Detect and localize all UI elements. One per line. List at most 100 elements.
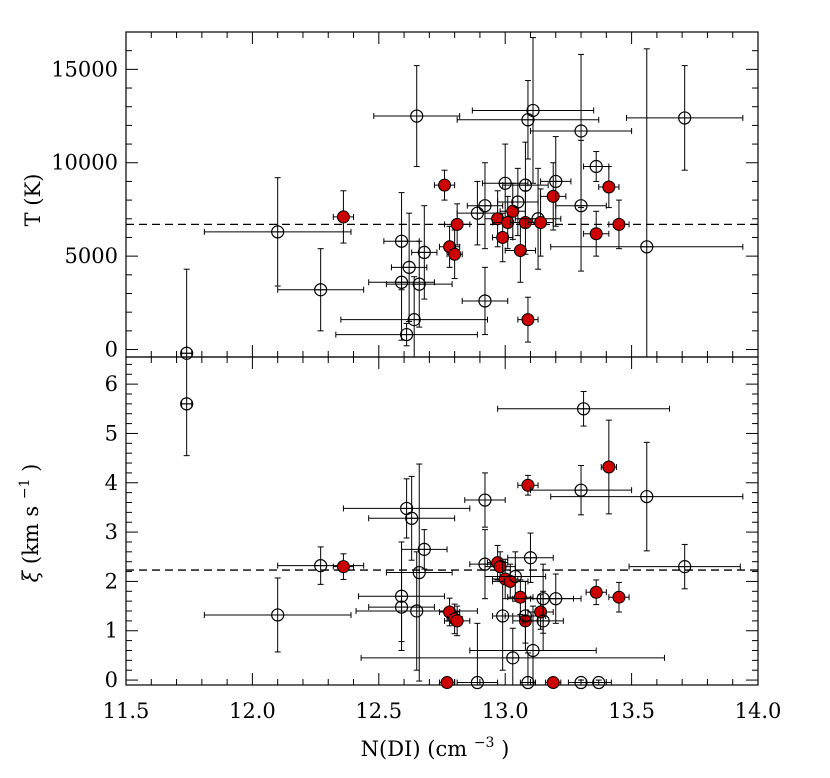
top-y-tick-label: 10000 xyxy=(51,151,118,175)
bottom-y-tick-label: 5 xyxy=(105,421,118,445)
top-data-point xyxy=(373,65,461,167)
x-axis-title-close: ) xyxy=(501,737,509,761)
bottom-data-point xyxy=(628,543,741,590)
top-y-axis-title: T (K) xyxy=(21,174,45,227)
filled-marker xyxy=(493,560,507,574)
bottom-data-point xyxy=(529,573,582,624)
bottom-data-point xyxy=(497,391,671,427)
bottom-data-point xyxy=(464,472,506,528)
top-data-point xyxy=(598,165,620,209)
x-tick-label: 13.0 xyxy=(482,699,529,723)
bottom-data-point xyxy=(545,676,562,690)
top-data-point xyxy=(433,169,456,201)
filled-marker xyxy=(448,247,462,261)
bottom-data-point xyxy=(550,441,744,552)
filled-marker xyxy=(506,204,520,218)
bottom-y-tick-label: 4 xyxy=(105,471,118,495)
filled-marker xyxy=(336,560,350,574)
top-data-point xyxy=(335,322,478,347)
top-data-point xyxy=(608,199,630,250)
bottom-data-point xyxy=(342,478,471,539)
top-data-point xyxy=(527,188,554,257)
filled-marker xyxy=(336,210,350,224)
filled-marker xyxy=(503,574,517,588)
bottom-y-axis-close: ) xyxy=(19,464,43,472)
filled-marker xyxy=(589,585,603,599)
filled-marker xyxy=(534,605,548,619)
bottom-data-point xyxy=(585,579,607,606)
bottom-data-point xyxy=(456,622,499,690)
x-tick-label: 13.5 xyxy=(608,699,655,723)
top-y-tick-label: 15000 xyxy=(51,57,118,81)
filled-marker xyxy=(589,227,603,241)
bottom-data-point xyxy=(585,675,612,690)
bottom-y-tick-label: 6 xyxy=(105,372,118,396)
top-y-tick-label: 5000 xyxy=(65,244,118,268)
filled-marker xyxy=(612,217,626,231)
filled-marker xyxy=(450,614,464,628)
bottom-panel: 0 1 2 3 4 5 6 11.5 12.0 12.5 13.0 13.5 14.0 xyxy=(103,356,782,723)
top-panel: 0 5000 10000 15000 xyxy=(51,31,759,362)
bottom-data-point xyxy=(368,475,456,561)
svg-text:ξ (km s −1: ξ (km s −1 ) xyxy=(10,464,43,583)
top-y-tick-label: 0 xyxy=(105,338,118,362)
bottom-y-axis-symbol: ξ xyxy=(19,569,43,582)
bottom-data-point xyxy=(608,581,630,613)
bottom-data-point xyxy=(529,465,633,516)
top-data-point xyxy=(504,218,537,283)
top-data-point xyxy=(368,223,435,341)
bottom-data-point xyxy=(385,463,453,682)
x-tick-label: 12.0 xyxy=(229,699,276,723)
bottom-data-point xyxy=(332,553,355,580)
svg-text:N(DI) (cm: N(DI) (cm −3 ) xyxy=(361,728,510,761)
bottom-data-point xyxy=(517,474,539,496)
filled-marker xyxy=(521,478,535,492)
top-data-point xyxy=(502,141,549,229)
bottom-data-point xyxy=(522,590,564,651)
bottom-data-point xyxy=(469,605,597,685)
bottom-data-point xyxy=(360,627,665,685)
top-data-point xyxy=(550,48,744,357)
bottom-data-point xyxy=(507,579,534,615)
top-data-point xyxy=(332,190,355,244)
bottom-y-tick-label: 1 xyxy=(105,619,118,643)
top-data-point xyxy=(583,151,610,182)
top-plot-frame xyxy=(125,31,759,358)
top-data-point xyxy=(517,296,539,343)
top-data-point xyxy=(497,167,539,237)
bottom-y-tick-label: 0 xyxy=(105,668,118,692)
filled-marker xyxy=(450,217,464,231)
bottom-data-point xyxy=(600,419,617,515)
filled-marker xyxy=(602,180,616,194)
filled-marker xyxy=(602,460,616,474)
filled-marker xyxy=(521,313,535,327)
bottom-y-axis-units: (km s xyxy=(19,506,43,564)
bottom-y-tick-label: 3 xyxy=(105,520,118,544)
bottom-data-point xyxy=(492,563,529,600)
top-data-point xyxy=(411,205,438,300)
x-tick-label: 14.0 xyxy=(735,699,782,723)
bottom-data-point xyxy=(368,572,435,643)
top-data-point xyxy=(499,182,526,240)
top-data-point xyxy=(481,143,529,224)
top-data-point xyxy=(390,212,428,323)
top-data-point xyxy=(461,266,509,336)
bottom-y-axis-title: ξ (km s −1 ) xyxy=(10,464,43,583)
bottom-data-point xyxy=(507,532,554,583)
top-data-point xyxy=(555,139,607,272)
x-axis-title-units: (cm xyxy=(427,737,467,761)
top-data-point xyxy=(444,203,471,246)
bottom-data-point xyxy=(203,577,352,653)
bottom-plot-frame xyxy=(125,356,759,686)
x-axis-title-exponent: −3 xyxy=(474,735,495,751)
filled-marker xyxy=(513,244,527,258)
bottom-data-point xyxy=(438,676,456,690)
filled-marker xyxy=(513,590,527,604)
top-data-point xyxy=(438,225,461,268)
top-data-point xyxy=(456,180,499,246)
filled-marker xyxy=(438,178,452,192)
bottom-y-axis-exponent: −1 xyxy=(17,479,33,500)
top-data-point xyxy=(471,37,595,184)
filled-marker xyxy=(546,189,560,203)
